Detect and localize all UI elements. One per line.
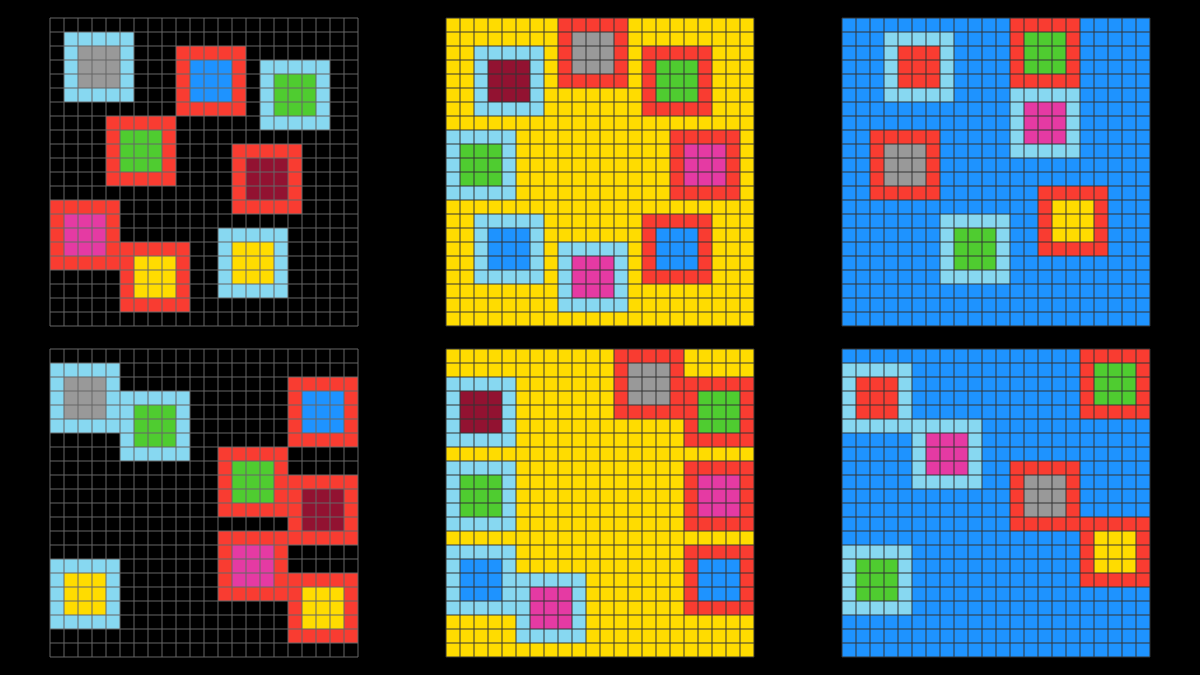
square-inner (698, 475, 740, 517)
square-inner (190, 60, 232, 102)
square-inner (302, 587, 344, 629)
square-inner (1024, 475, 1066, 517)
square-inner (1024, 102, 1066, 144)
square-inner (232, 242, 274, 284)
square-inner (1024, 32, 1066, 74)
square-inner (460, 391, 502, 433)
square-inner (488, 60, 530, 102)
square-inner (884, 144, 926, 186)
square-inner (572, 256, 614, 298)
square-inner (246, 158, 288, 200)
square-inner (302, 391, 344, 433)
square-inner (274, 74, 316, 116)
square-inner (926, 433, 968, 475)
square-inner (460, 475, 502, 517)
square-inner (232, 461, 274, 503)
square-inner (64, 377, 106, 419)
square-inner (78, 46, 120, 88)
square-inner (64, 214, 106, 256)
square-inner (1094, 363, 1136, 405)
square-inner (954, 228, 996, 270)
square-inner (134, 405, 176, 447)
square-inner (656, 60, 698, 102)
grid (445, 17, 755, 327)
square-inner (628, 363, 670, 405)
square-inner (134, 256, 176, 298)
square-inner (1094, 531, 1136, 573)
square-inner (460, 559, 502, 601)
square-inner (656, 228, 698, 270)
square-inner (698, 559, 740, 601)
grid (841, 17, 1151, 327)
square-inner (120, 130, 162, 172)
square-inner (698, 391, 740, 433)
square-inner (64, 573, 106, 615)
square-inner (460, 144, 502, 186)
square-inner (856, 559, 898, 601)
grid (49, 348, 359, 658)
grid (841, 348, 1151, 658)
square-inner (530, 587, 572, 629)
square-inner (302, 489, 344, 531)
square-inner (488, 228, 530, 270)
square-inner (856, 377, 898, 419)
square-inner (898, 46, 940, 88)
square-inner (1052, 200, 1094, 242)
square-inner (572, 32, 614, 74)
square-inner (684, 144, 726, 186)
square-inner (232, 545, 274, 587)
grid (445, 348, 755, 658)
grid (49, 17, 359, 327)
